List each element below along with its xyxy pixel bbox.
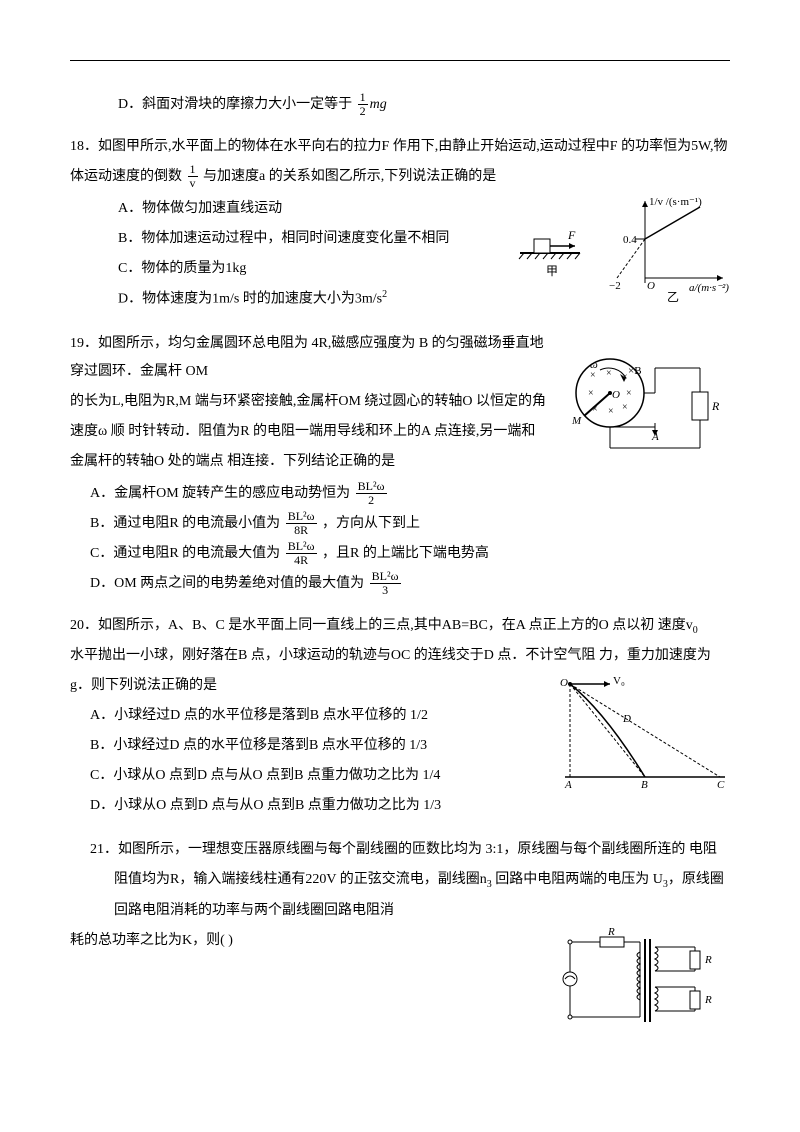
svg-text:C: C [717, 779, 725, 791]
q18-ytick: 0.4 [623, 234, 637, 246]
q18-stem2: 体运动速度的倒数 1v 与加速度a 的关系如图乙所示,下列说法正确的是 [70, 163, 730, 191]
q19-fracC: BL²ω4R [286, 540, 317, 567]
q18-num: 18． [70, 139, 98, 154]
q18-optD-text: D．物体速度为1m/s 时的加速度大小为3m/s [118, 292, 382, 307]
q21-s2b: 回路中电阻两端的电压为 U [492, 872, 663, 887]
q18-options: A．物体做匀加速直线运动 B．物体加速运动过程中，相同时间速度变化量不相同 C．… [70, 193, 498, 316]
q20-stem2: 水平抛出一小球，刚好落在B 点，小球运动的轨迹与OC 的连线交于D 点．不计空气… [70, 642, 730, 670]
q18: 18．如图甲所示,水平面上的物体在水平向右的拉力F 作用下,由静止开始运动,运动… [70, 133, 730, 316]
q21-s2c: ，原线圈 [668, 872, 724, 887]
q18-xlabel: a/(m·s⁻²) [689, 282, 729, 294]
q18-optA: A．物体做匀加速直线运动 [70, 195, 498, 223]
svg-text:M: M [571, 415, 582, 427]
q21-s2a: 阻值均为R，输入端接线柱通有220V 的正弦交流电，副线圈n [114, 872, 487, 887]
q18-optB: B．物体加速运动过程中，相同时间速度变化量不相同 [70, 225, 498, 253]
q19-optC-post: ，且R 的上端比下端电势高 [322, 546, 489, 561]
q21-num: 21． [90, 842, 118, 857]
q19-optD-pre: D．OM 两点之间的电势差绝对值的最大值为 [90, 576, 364, 591]
q18-xtick: −2 [609, 280, 621, 292]
q19-fracB: BL²ω8R [286, 510, 317, 537]
q21-stem2: 阻值均为R，输入端接线柱通有220V 的正弦交流电，副线圈n3 回路中电阻两端的… [70, 866, 730, 895]
q18-yi-label: 乙 [667, 290, 679, 303]
q19-optB-pre: B．通过电阻R 的电流最小值为 [90, 516, 280, 531]
q18-jia-label: 甲 [546, 264, 558, 278]
svg-text:B: B [641, 779, 648, 791]
svg-text:V₀: V₀ [613, 675, 625, 687]
top-rule [70, 60, 730, 61]
q20-s1: 如图所示，A、B、C 是水平面上同一直线上的三点,其中AB=BC，在A 点正上方… [98, 618, 693, 633]
svg-text:R: R [607, 927, 615, 938]
q20-num: 20． [70, 618, 98, 633]
q19-fracD: BL²ω3 [370, 570, 401, 597]
q18-optD-sup: 2 [382, 289, 387, 300]
q18-stem2b: 与加速度a 的关系如图乙所示,下列说法正确的是 [203, 169, 496, 184]
svg-text:R: R [704, 994, 712, 1006]
svg-text:×: × [588, 388, 594, 399]
q19-optA-pre: A．金属杆OM 旋转产生的感应电动势恒为 [90, 486, 350, 501]
svg-text:×: × [622, 402, 628, 413]
q17-optD-pre: D．斜面对滑块的摩擦力大小一定等于 [118, 97, 352, 112]
svg-text:×: × [606, 368, 612, 379]
q17-mg: mg [370, 97, 387, 112]
q19-s1: 如图所示，均匀金属圆环总电阻为 4R,磁感应强度为 B 的匀强磁场垂直地穿过圆环… [70, 336, 544, 379]
q18-frac: 1v [188, 163, 198, 190]
svg-text:×: × [608, 406, 614, 417]
q19-optB-post: ，方向从下到上 [322, 516, 420, 531]
svg-text:×: × [626, 388, 632, 399]
q17-optD: D．斜面对滑块的摩擦力大小一定等于 12mg [70, 91, 730, 119]
q21-s1: 如图所示，一理想变压器原线圈与每个副线圈的匝数比均为 3:1，原线圈与每个副线圈… [118, 842, 717, 857]
q21-stem3: 回路电阻消耗的功率与两个副线圈回路电阻消 [70, 897, 730, 925]
q18-svg: F 甲 0.4 −2 O 1/v /(s·m⁻¹) a/(m·s⁻²) [510, 193, 730, 303]
svg-text:×B: ×B [628, 365, 642, 377]
q19-optD: D．OM 两点之间的电势差绝对值的最大值为 BL²ω3 [70, 570, 730, 598]
q20-svg: O V₀ D A B C [555, 672, 730, 792]
q17-frac: 12 [358, 91, 368, 118]
q19-optC: C．通过电阻R 的电流最大值为 BL²ω4R ，且R 的上端比下端电势高 [70, 540, 730, 568]
q19-fracA: BL²ω2 [356, 480, 387, 507]
q19-optB: B．通过电阻R 的电流最小值为 BL²ω8R ，方向从下到上 [70, 510, 730, 538]
q21-stem1: 21．如图所示，一理想变压器原线圈与每个副线圈的匝数比均为 3:1，原线圈与每个… [70, 836, 730, 864]
svg-text:D: D [622, 713, 631, 725]
q19-optA: A．金属杆OM 旋转产生的感应电动势恒为 BL²ω2 [70, 480, 730, 508]
q18-optD: D．物体速度为1m/s 时的加速度大小为3m/s2 [70, 285, 498, 314]
svg-text:R: R [704, 954, 712, 966]
q19-optC-pre: C．通过电阻R 的电流最大值为 [90, 546, 280, 561]
svg-text:R: R [711, 399, 720, 413]
q17-tail: D．斜面对滑块的摩擦力大小一定等于 12mg [70, 91, 730, 119]
q18-row: A．物体做匀加速直线运动 B．物体加速运动过程中，相同时间速度变化量不相同 C．… [70, 193, 730, 316]
q18-origin: O [647, 280, 655, 292]
svg-text:A: A [564, 779, 572, 791]
q21-svg: R R R [550, 927, 730, 1037]
q18-ylabel: 1/v /(s·m⁻¹) [649, 196, 702, 208]
q20-sub: 0 [693, 624, 698, 635]
q20-stem1: 20．如图所示，A、B、C 是水平面上同一直线上的三点,其中AB=BC，在A 点… [70, 612, 730, 641]
q21: 21．如图所示，一理想变压器原线圈与每个副线圈的匝数比均为 3:1，原线圈与每个… [70, 836, 730, 1037]
svg-text:ω: ω [590, 359, 598, 371]
q18-stem1-text: 如图甲所示,水平面上的物体在水平向右的拉力F 作用下,由静止开始运动,运动过程中… [98, 139, 728, 154]
q20-optD: D．小球从O 点到D 点与从O 点到B 点重力做功之比为 1/3 [70, 792, 730, 820]
q18-figures: F 甲 0.4 −2 O 1/v /(s·m⁻¹) a/(m·s⁻²) [510, 193, 730, 303]
q19-svg: ××× ×× ××× ω ×B O M A R [560, 348, 730, 458]
svg-text:O: O [560, 677, 568, 689]
svg-text:O: O [612, 389, 620, 401]
svg-text:×: × [590, 370, 596, 381]
q19-num: 19． [70, 336, 98, 351]
q18-stem2a: 体运动速度的倒数 [70, 169, 182, 184]
q20: 20．如图所示，A、B、C 是水平面上同一直线上的三点,其中AB=BC，在A 点… [70, 612, 730, 823]
q18-optC: C．物体的质量为1kg [70, 255, 498, 283]
q18-stem1: 18．如图甲所示,水平面上的物体在水平向右的拉力F 作用下,由静止开始运动,运动… [70, 133, 730, 161]
q19: ××× ×× ××× ω ×B O M A R 19．如图所示，均匀金属圆环总电… [70, 330, 730, 598]
q18-F-label: F [567, 228, 576, 242]
